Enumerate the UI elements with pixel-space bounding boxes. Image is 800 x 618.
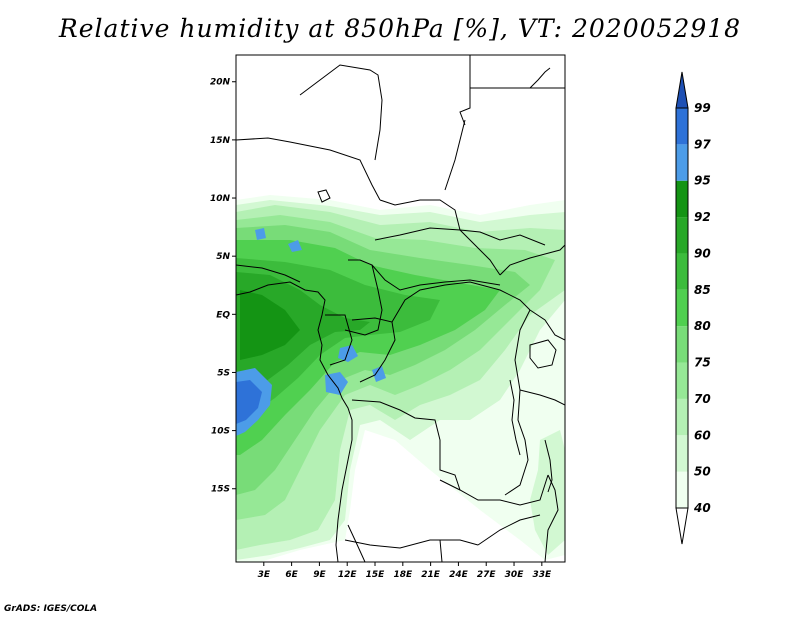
rh-95-central (372, 366, 386, 382)
colorbar-level-label: 90 (694, 246, 711, 260)
border-egypt (459, 55, 471, 126)
border-tanzania (519, 389, 565, 406)
country-boundaries (236, 55, 565, 562)
rh-50-east-region (530, 430, 565, 555)
rh-95-gabon (325, 372, 348, 395)
border-angola-north (351, 399, 461, 491)
border-sudan-chad (379, 199, 461, 231)
colorbar-level-label: 60 (694, 428, 711, 442)
colorbar-level-label: 40 (693, 501, 711, 515)
colorbar-above-arrow (675, 71, 689, 109)
border-namibia (347, 524, 366, 562)
colorbar-segment (676, 253, 688, 290)
border-drc-north (391, 281, 531, 323)
border-zambia (439, 474, 549, 506)
colorbar-level-label: 50 (694, 465, 711, 479)
lon-tick-label: 33E (532, 570, 552, 580)
grads-credit: GrADS: IGES/COLA (4, 604, 98, 614)
nile-egypt (529, 67, 551, 89)
colorbar-level-label: 75 (694, 356, 711, 370)
colorbar-segment (676, 471, 688, 508)
colorbar-level-label: 70 (694, 392, 711, 406)
lat-tick-label: 5N (216, 252, 230, 262)
border-congo (351, 317, 396, 383)
border-kenya-uganda (529, 309, 565, 341)
colorbar-segment (676, 326, 688, 363)
rh-95-congo (338, 345, 358, 362)
lake-victoria (529, 339, 557, 369)
lat-tick-label: EQ (216, 310, 230, 320)
lat-tick-label: 20N (210, 78, 231, 88)
colorbar-segment (676, 180, 688, 218)
colorbar-frame (675, 107, 689, 509)
colorbar-segment (676, 289, 688, 327)
lat-tick-label: 15S (211, 485, 230, 495)
border-angola-south (344, 539, 479, 549)
lon-tick-label: 30E (505, 570, 525, 580)
lon-tick-label: 27E (477, 570, 497, 580)
colorbar-level-label: 92 (694, 210, 711, 224)
rh-92-region (240, 290, 300, 360)
colorbar-level-label: 80 (694, 319, 711, 333)
colorbar-level-label: 99 (694, 101, 711, 115)
lon-tick-label: 3E (258, 570, 271, 580)
rh-95-nw (255, 228, 266, 240)
colorbar-level-label: 85 (694, 283, 711, 297)
lon-tick-label: 18E (393, 570, 413, 580)
rh-97-west-coast (236, 380, 262, 424)
longitude-axis: 3E 6E 9E 12E 15E 18E 21E 24E 27E 30E 33E (258, 562, 552, 580)
lon-tick-label: 6E (285, 570, 298, 580)
colorbar-level-label: 95 (694, 174, 711, 188)
border-botswana (439, 539, 443, 562)
colorbar-segment (676, 398, 688, 436)
latitude-axis: 20N 15N 10N 5N EQ 5S 10S 15S (210, 78, 236, 495)
coastline-gulf (236, 264, 301, 283)
colorbar-segment (676, 362, 688, 399)
lon-tick-label: 15E (366, 570, 386, 580)
lake-tanganyika (509, 379, 521, 456)
colorbar-below-arrow (675, 507, 689, 545)
lat-tick-label: 10S (211, 427, 230, 437)
lake-malawi (544, 439, 553, 493)
lat-tick-label: 15N (210, 136, 231, 146)
lon-tick-label: 21E (421, 570, 441, 580)
colorbar-segment (676, 217, 688, 254)
border-drc-east (504, 309, 531, 496)
border-zimbabwe (477, 514, 541, 546)
border-south-sudan (459, 229, 546, 246)
colorbar-segment (676, 144, 688, 181)
border-gabon (325, 314, 353, 366)
coastline-west (236, 281, 353, 562)
colorbar-legend: 40 50 60 70 75 80 85 90 92 95 97 99 (675, 71, 711, 545)
plot-frame (235, 54, 566, 563)
border-ethiopia (499, 244, 565, 276)
border-libya (299, 64, 383, 161)
colorbar-segment (676, 108, 688, 145)
border-car-south (371, 264, 501, 291)
lat-tick-label: 10N (210, 194, 231, 204)
border-niger-chad (236, 137, 381, 201)
border-mozambique (544, 474, 559, 562)
lon-tick-label: 12E (338, 570, 358, 580)
lon-tick-label: 24E (449, 570, 469, 580)
lake-chad (317, 189, 331, 203)
rh-95-north (288, 240, 302, 252)
colorbar-segment (676, 435, 688, 472)
lon-tick-label: 9E (313, 570, 326, 580)
colorbar-level-label: 97 (694, 137, 711, 151)
map-plot-area: 3E 6E 9E 12E 15E 18E 21E 24E 27E 30E 33E 20N 15N 10N… (210, 54, 566, 580)
border-cameroon (344, 259, 383, 336)
map-title: Relative humidity at 850hPa [%], VT: 202… (58, 14, 742, 43)
border-sudan-north (444, 119, 466, 191)
lat-tick-label: 5S (217, 368, 230, 378)
